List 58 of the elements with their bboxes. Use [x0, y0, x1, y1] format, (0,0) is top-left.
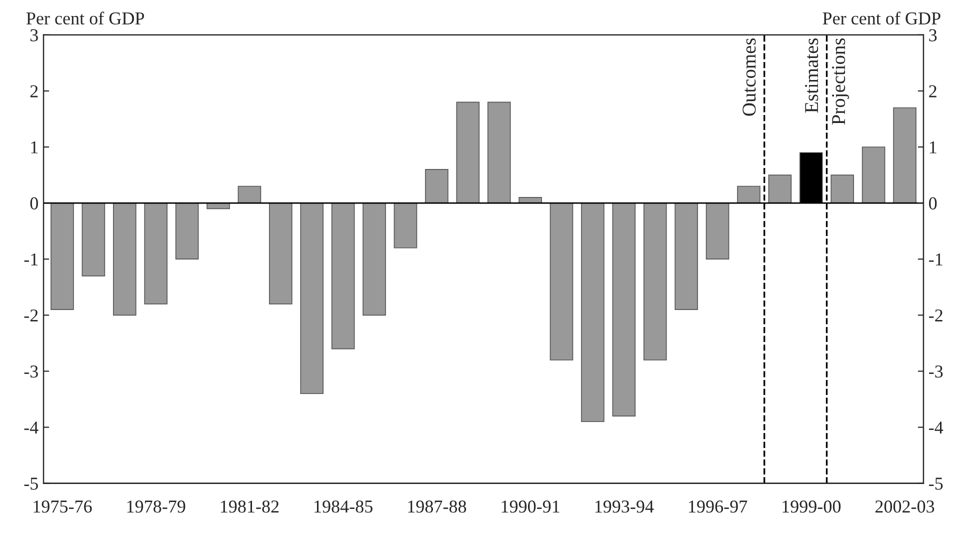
bar [830, 174, 854, 204]
y2-tick-label: 3 [929, 29, 937, 42]
x-tick-label: 2002-03 [875, 500, 934, 513]
bar [643, 202, 667, 360]
bar [862, 146, 886, 204]
y-tick-label: 0 [30, 197, 38, 210]
bar [487, 102, 511, 204]
annotation: Estimates [805, 38, 818, 113]
bar [674, 202, 698, 310]
x-tick-label: 1990-91 [502, 500, 560, 513]
bar [581, 202, 604, 422]
x-tick-label: 1984-85 [314, 500, 372, 513]
y2-tick-label: 0 [929, 197, 937, 210]
bar [50, 202, 74, 310]
bar [175, 202, 199, 260]
y2-tick-label: -4 [929, 422, 944, 434]
bar [425, 169, 448, 204]
bar [112, 202, 136, 316]
y2-tick-label: -5 [929, 478, 943, 490]
annotation: Outcomes [742, 38, 756, 116]
y2-axis-title: Per cent of GDP [822, 12, 940, 25]
bar [893, 107, 916, 204]
bar [612, 202, 636, 416]
bar [331, 202, 355, 350]
bar [456, 102, 480, 204]
bar [737, 186, 760, 204]
x-tick-label: 1981-82 [220, 500, 279, 513]
y-tick-label: 1 [31, 141, 38, 154]
y-tick-label: -5 [24, 478, 38, 490]
y-tick-label: -1 [24, 253, 38, 266]
y2-tick-label: 2 [929, 85, 936, 98]
y2-tick-label: -1 [929, 253, 942, 266]
x-tick-label: 1993-94 [595, 500, 654, 513]
x-tick-label: 1999-00 [782, 500, 841, 513]
y-tick-label: -4 [24, 422, 38, 434]
x-tick-label: 1996-97 [689, 500, 748, 513]
y2-tick-label: 1 [930, 141, 936, 154]
y2-tick-label: -3 [929, 366, 943, 378]
bar [300, 202, 324, 394]
y2-tick-label: -2 [929, 309, 942, 322]
bar [82, 202, 106, 276]
x-tick-label: 1987-88 [408, 500, 466, 513]
x-tick-label: 1978-79 [127, 500, 186, 513]
bar [238, 186, 262, 204]
y-axis-title: Per cent of GDP [26, 12, 144, 25]
y-tick-label: -3 [24, 366, 38, 378]
y-tick-label: 2 [30, 85, 38, 98]
bar [550, 202, 574, 360]
bar [394, 202, 418, 248]
bar [768, 174, 792, 204]
bar [706, 202, 730, 260]
x-tick-label: 1975-76 [34, 500, 92, 513]
y-tick-label: -2 [24, 309, 38, 322]
bar [144, 202, 168, 304]
y-tick-label: 3 [30, 29, 38, 42]
bar [269, 202, 292, 304]
bar [362, 202, 386, 316]
annotation: Projections [832, 38, 850, 125]
